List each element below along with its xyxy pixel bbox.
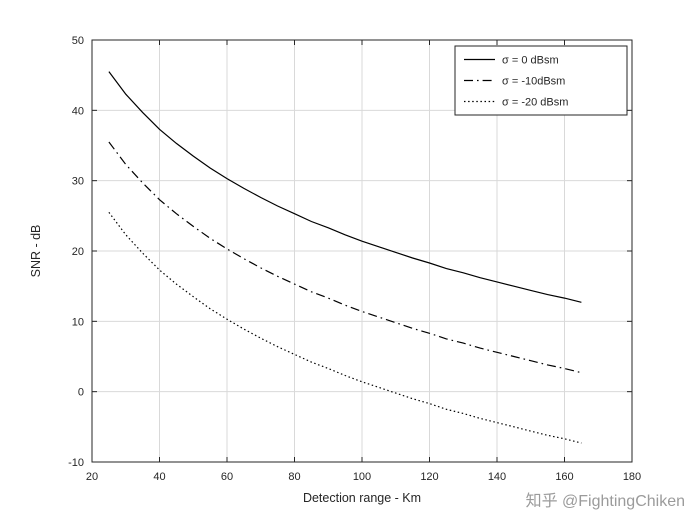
legend-entry-label: σ = -20 dBsm [502,97,568,109]
legend: σ = 0 dBsm σ = -10dBsm σ = -20 dBsm [454,45,628,116]
x-tick-label: 180 [623,471,641,483]
legend-entry-label: σ = 0 dBsm [502,55,559,67]
y-tick-label: -10 [68,457,84,469]
y-tick-label: 30 [72,176,84,188]
y-tick-label: 40 [72,105,84,117]
x-tick-label: 120 [420,471,438,483]
y-tick-label: 20 [72,246,84,258]
watermark: 知乎 @FightingChiken [522,491,688,511]
y-tick-label: 50 [72,35,84,47]
x-tick-label: 20 [86,471,98,483]
series-line-0 [108,71,582,303]
series-line-2 [108,211,582,444]
y-axis-label: SNR - dB [29,225,43,278]
series-line-1 [108,141,582,374]
y-tick-label: 0 [78,387,84,399]
tick-marks [91,39,633,463]
x-tick-label: 40 [153,471,165,483]
legend-entry-label: σ = -10dBsm [502,76,565,88]
x-tick-label: 100 [353,471,371,483]
x-tick-label: 140 [488,471,506,483]
x-tick-label: 80 [288,471,300,483]
x-tick-label: 160 [555,471,573,483]
x-axis-label: Detection range - Km [303,491,421,505]
y-tick-label: 10 [72,316,84,328]
x-tick-label: 60 [221,471,233,483]
